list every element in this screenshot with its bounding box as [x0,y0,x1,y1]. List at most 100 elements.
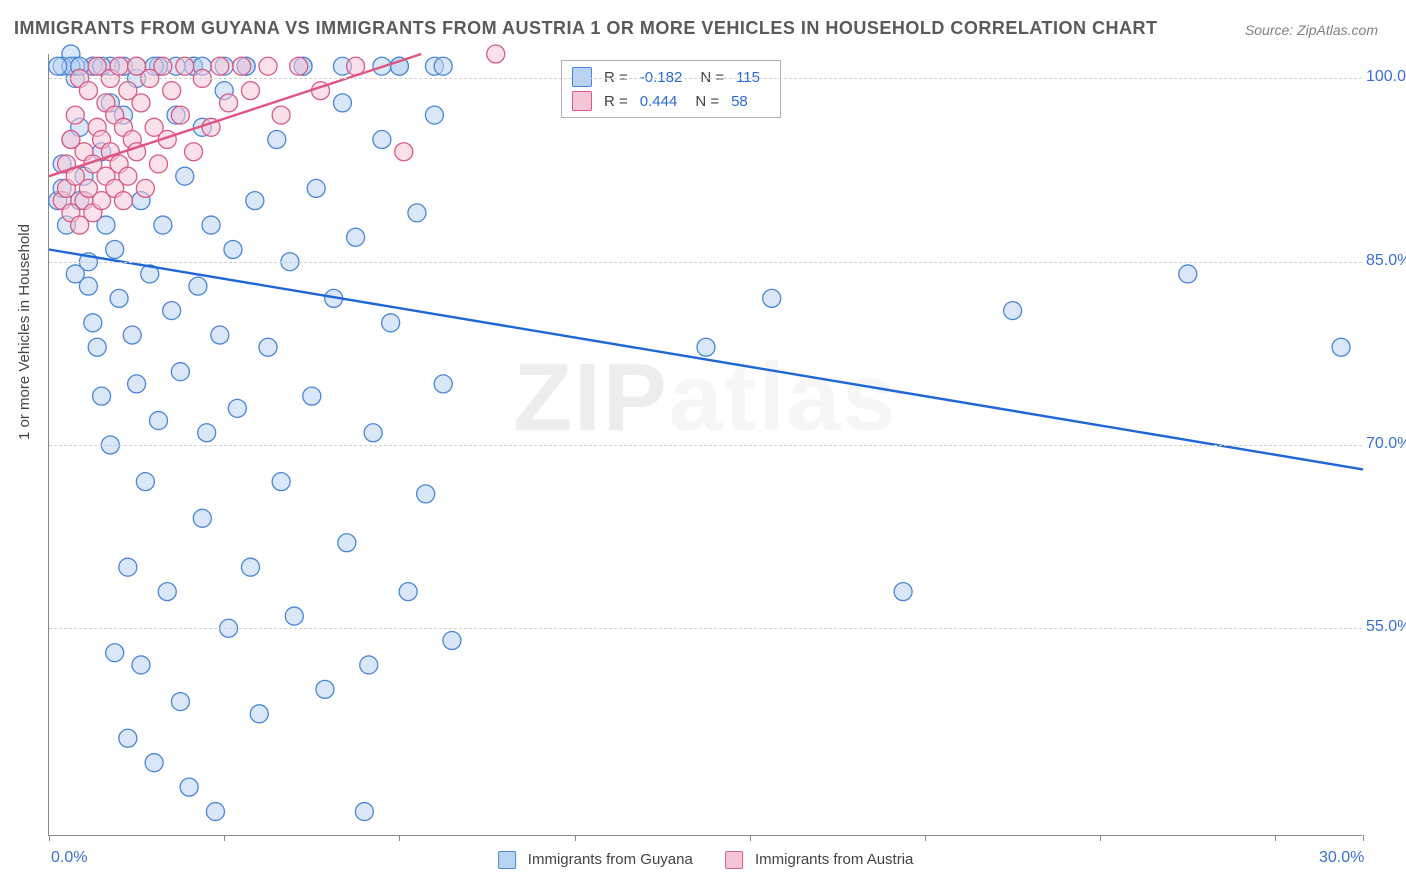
scatter-point-austria [211,57,229,75]
trend-line-guyana [49,250,1363,470]
scatter-point-guyana [417,485,435,503]
scatter-point-guyana [241,558,259,576]
x-tick [1363,835,1364,841]
scatter-point-guyana [285,607,303,625]
scatter-point-austria [220,94,238,112]
scatter-point-guyana [399,583,417,601]
scatter-point-austria [233,57,251,75]
n-label: N = [700,69,724,86]
y-tick-label: 70.0% [1366,435,1406,453]
scatter-point-guyana [259,338,277,356]
scatter-point-guyana [93,387,111,405]
scatter-point-guyana [338,534,356,552]
scatter-point-austria [150,155,168,173]
legend-label-guyana: Immigrants from Guyana [528,851,693,868]
chart-plot-area: ZIPatlas R = -0.182 N = 115 R = 0.444 N … [48,54,1362,836]
scatter-point-guyana [106,241,124,259]
scatter-point-guyana [198,424,216,442]
x-tick [925,835,926,841]
scatter-point-guyana [434,375,452,393]
scatter-point-austria [241,82,259,100]
r-label: R = [604,93,628,110]
scatter-point-guyana [224,241,242,259]
scatter-point-guyana [443,632,461,650]
correlation-row-guyana: R = -0.182 N = 115 [572,65,770,89]
x-tick [1100,835,1101,841]
scatter-point-guyana [1332,338,1350,356]
scatter-point-guyana [49,57,67,75]
scatter-point-guyana [373,131,391,149]
scatter-point-austria [110,57,128,75]
scatter-point-austria [259,57,277,75]
scatter-point-guyana [154,216,172,234]
scatter-point-austria [114,192,132,210]
scatter-point-austria [185,143,203,161]
x-tick [49,835,50,841]
scatter-point-guyana [316,680,334,698]
scatter-point-austria [171,106,189,124]
scatter-point-austria [132,94,150,112]
scatter-point-guyana [250,705,268,723]
x-tick [224,835,225,841]
scatter-point-guyana [303,387,321,405]
scatter-point-guyana [228,399,246,417]
correlation-legend: R = -0.182 N = 115 R = 0.444 N = 58 [561,60,781,118]
scatter-point-guyana [171,363,189,381]
scatter-point-guyana [408,204,426,222]
legend-item-guyana: Immigrants from Guyana [498,851,693,869]
gridline-h [49,445,1362,446]
x-tick [1275,835,1276,841]
r-value-guyana: -0.182 [640,69,683,86]
swatch-guyana [572,67,592,87]
scatter-point-guyana [333,94,351,112]
scatter-point-guyana [1179,265,1197,283]
scatter-point-guyana [158,583,176,601]
scatter-point-austria [272,106,290,124]
scatter-point-guyana [211,326,229,344]
n-label: N = [695,93,719,110]
scatter-point-guyana [119,558,137,576]
scatter-point-guyana [272,473,290,491]
scatter-point-austria [395,143,413,161]
scatter-point-guyana [145,754,163,772]
scatter-point-guyana [106,644,124,662]
scatter-point-austria [79,82,97,100]
scatter-point-austria [66,106,84,124]
chart-title: IMMIGRANTS FROM GUYANA VS IMMIGRANTS FRO… [14,18,1158,39]
scatter-point-guyana [1004,302,1022,320]
scatter-point-guyana [434,57,452,75]
x-tick [575,835,576,841]
scatter-point-austria [487,45,505,63]
x-tick-label: 0.0% [51,849,87,867]
scatter-point-austria [119,167,137,185]
scatter-point-guyana [268,131,286,149]
scatter-point-guyana [88,338,106,356]
r-label: R = [604,69,628,86]
gridline-h [49,78,1362,79]
scatter-point-guyana [180,778,198,796]
y-tick-label: 100.0% [1366,68,1406,86]
scatter-point-guyana [193,509,211,527]
legend-item-austria: Immigrants from Austria [725,851,914,869]
scatter-point-guyana [697,338,715,356]
scatter-point-guyana [347,228,365,246]
source-attribution: Source: ZipAtlas.com [1245,22,1378,38]
scatter-point-guyana [206,803,224,821]
swatch-austria [572,91,592,111]
scatter-point-guyana [355,803,373,821]
gridline-h [49,262,1362,263]
scatter-point-guyana [176,167,194,185]
r-value-austria: 0.444 [640,93,678,110]
scatter-point-guyana [763,289,781,307]
scatter-point-guyana [79,277,97,295]
scatter-point-guyana [150,412,168,430]
swatch-guyana [498,851,516,869]
scatter-point-austria [136,179,154,197]
x-tick [399,835,400,841]
x-tick [750,835,751,841]
scatter-point-guyana [171,693,189,711]
scatter-point-guyana [119,729,137,747]
scatter-point-guyana [307,179,325,197]
legend-label-austria: Immigrants from Austria [755,851,913,868]
scatter-point-austria [163,82,181,100]
